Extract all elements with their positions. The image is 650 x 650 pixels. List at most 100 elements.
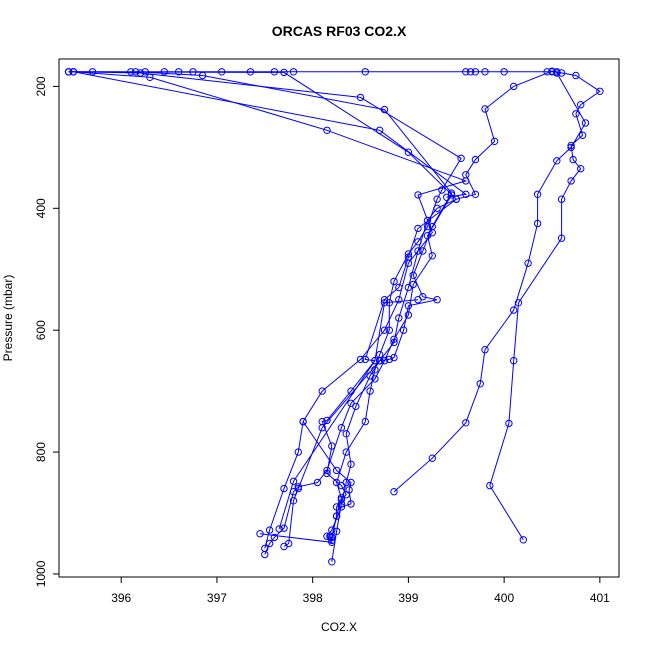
data-point [466,68,475,76]
data-point [452,195,460,203]
data-point [428,222,436,231]
series-6 [69,68,470,559]
data-point [414,238,422,246]
data-point [347,460,355,468]
data-point [510,82,518,91]
data-point [567,143,575,152]
data-point [390,277,398,286]
series-line [73,71,468,555]
data-point [289,497,298,505]
data-point [347,500,355,508]
data-point [414,247,422,255]
data-point [572,110,580,118]
x-tick-label: 401 [590,591,610,605]
data-point [280,484,288,493]
data-point [323,416,331,425]
data-point [581,119,590,127]
data-point [557,69,566,77]
data-point [423,232,432,240]
data-point [356,93,365,102]
data-point [390,488,398,496]
x-tick-label: 398 [303,591,323,605]
data-point [471,155,480,164]
data-point [433,296,441,304]
x-axis: 396 397 398 399 400 401 [111,577,610,605]
data-point [428,454,436,462]
data-point [323,532,331,540]
data-point [318,417,326,426]
data-point [361,417,369,426]
data-point [414,191,422,199]
data-point [380,299,389,307]
data-point [419,247,427,255]
data-point [533,219,542,228]
y-tick-label: 200 [34,76,48,96]
data-point [433,195,441,203]
data-point [328,526,336,534]
data-point [294,483,302,491]
data-point [569,155,577,164]
data-point [428,252,436,260]
data-point [481,68,489,76]
series-line [68,71,587,493]
data-point [404,253,413,261]
data-point [366,387,374,395]
data-point [578,131,587,139]
data-point [347,399,355,407]
data-point [299,417,307,426]
data-point [328,533,336,542]
data-point [404,302,413,310]
data-point [500,68,508,76]
data-point [313,478,322,487]
series-layer [64,67,604,566]
x-tick-label: 396 [111,591,131,605]
chart-title: ORCAS RF03 CO2.X [272,23,407,39]
data-point [395,296,403,304]
series-9 [275,296,422,533]
plot-frame [58,58,620,578]
data-point [462,177,470,185]
data-point [371,375,379,383]
data-point [533,190,542,199]
series-7 [64,68,460,542]
data-point [385,326,393,334]
data-point [553,157,561,165]
data-point [414,296,422,304]
data-point [395,314,403,322]
data-point [332,466,341,475]
data-point [345,486,353,494]
data-point [385,355,393,364]
y-tick-label: 400 [34,198,48,218]
data-point [328,538,336,546]
data-point [519,536,527,544]
data-point [543,68,551,76]
series-3 [64,68,465,545]
x-axis-label: CO2.X [321,620,357,634]
data-point [261,550,269,559]
series-line [278,299,419,530]
data-point [337,481,346,490]
data-point [505,419,513,428]
data-point [390,335,398,343]
y-tick-label: 1000 [34,560,48,587]
data-point [318,387,326,395]
data-point [342,448,350,456]
data-point [476,380,484,388]
data-point [323,469,331,478]
data-point [572,71,580,80]
data-point [567,177,575,185]
x-tick-label: 399 [398,591,418,605]
data-point [471,68,480,76]
series-line [331,70,601,562]
data-point [471,190,480,199]
data-point [380,105,389,114]
data-point [486,481,494,490]
data-point [438,186,446,194]
data-point [270,68,279,76]
series-line [135,71,453,547]
data-point [390,353,398,362]
data-point [270,533,279,542]
data-point [490,137,499,146]
y-tick-label: 800 [34,442,48,462]
